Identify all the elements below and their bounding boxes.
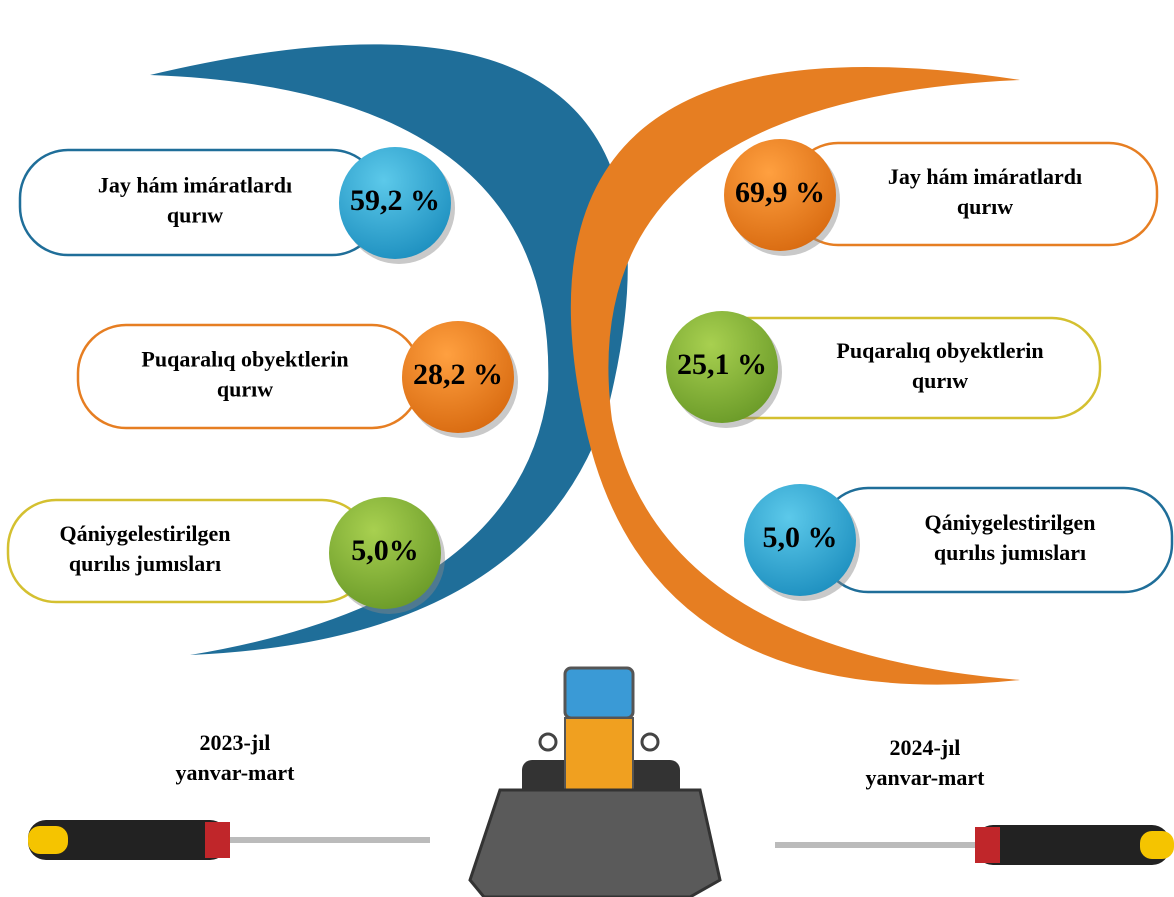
value-badge bbox=[339, 147, 451, 259]
value-badge bbox=[329, 497, 441, 609]
item-label: qurılıs jumısları bbox=[934, 540, 1086, 565]
value-badge bbox=[402, 321, 514, 433]
item-label: Qániygelestirilgen bbox=[59, 521, 230, 546]
item-label: qurıw bbox=[957, 194, 1013, 219]
item-label: Puqaralıq obyektlerin bbox=[141, 347, 348, 372]
period-label: 2024-jıl bbox=[890, 735, 961, 760]
item-value: 5,0% bbox=[351, 534, 419, 567]
period-label: 2023-jıl bbox=[200, 730, 271, 755]
value-badge bbox=[724, 139, 836, 251]
item-value: 5,0 % bbox=[763, 521, 838, 554]
item-label: qurıw bbox=[912, 368, 968, 393]
item-value: 25,1 % bbox=[677, 348, 767, 381]
screwdriver-right bbox=[775, 825, 1174, 865]
item-value: 69,9 % bbox=[735, 176, 825, 209]
item-label: Jay hám imáratlardı bbox=[888, 164, 1082, 189]
item-label: Puqaralıq obyektlerin bbox=[836, 338, 1043, 363]
item-value: 59,2 % bbox=[350, 184, 440, 217]
period-label: yanvar-mart bbox=[866, 765, 986, 790]
screwdriver-left bbox=[28, 820, 430, 860]
item-label: qurıw bbox=[167, 203, 223, 228]
value-badge bbox=[744, 484, 856, 596]
value-badge bbox=[666, 311, 778, 423]
item-label: qurılıs jumısları bbox=[69, 551, 221, 576]
item-label: qurıw bbox=[217, 377, 273, 402]
left-crescent bbox=[150, 44, 628, 655]
period-label: yanvar-mart bbox=[176, 760, 296, 785]
item-label: Jay hám imáratlardı bbox=[98, 173, 292, 198]
bulldozer bbox=[468, 666, 722, 897]
item-value: 28,2 % bbox=[413, 358, 503, 391]
item-label: Qániygelestirilgen bbox=[924, 510, 1095, 535]
